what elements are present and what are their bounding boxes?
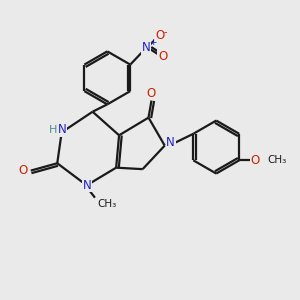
Text: O: O xyxy=(155,29,164,42)
Text: N: N xyxy=(58,124,67,136)
Text: N: N xyxy=(166,136,175,149)
Text: N: N xyxy=(83,179,92,192)
Text: N: N xyxy=(142,41,151,54)
Text: O: O xyxy=(251,154,260,167)
Text: O: O xyxy=(147,87,156,100)
Text: +: + xyxy=(148,38,156,47)
Text: O: O xyxy=(158,50,167,63)
Text: -: - xyxy=(164,27,167,37)
Text: CH₃: CH₃ xyxy=(97,200,116,209)
Text: H: H xyxy=(49,125,58,135)
Text: O: O xyxy=(19,164,28,177)
Text: CH₃: CH₃ xyxy=(267,155,286,165)
